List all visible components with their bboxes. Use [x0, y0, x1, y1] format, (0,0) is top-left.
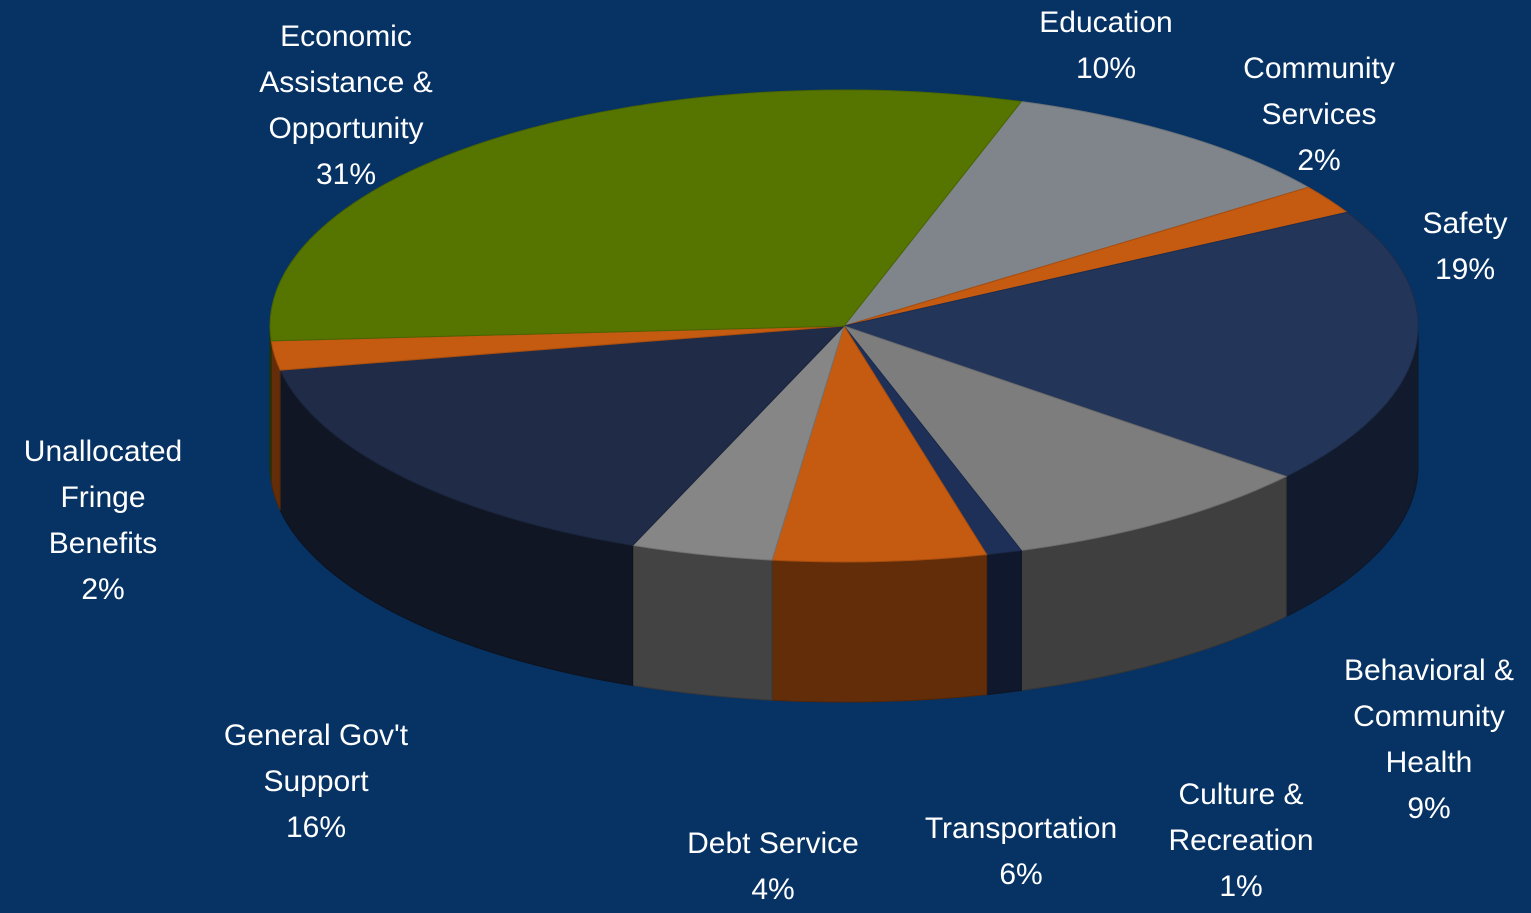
label-culture-recreation: Culture & Recreation 1%	[1168, 778, 1314, 903]
slice-general-gov-t-support	[279, 325, 846, 546]
slice-transportation	[771, 324, 988, 563]
pie-depth-layer	[269, 325, 1419, 703]
slice-behavioral-community-health	[842, 324, 1288, 551]
label-transportation: Transportation 6%	[924, 812, 1118, 891]
label-debt-service: Debt Service 4%	[687, 827, 859, 906]
slice-education	[842, 101, 1310, 327]
slice-side-transportation	[771, 554, 988, 703]
label-unallocated-fringe-benefits: Unallocated Fringe Benefits 2%	[23, 435, 183, 606]
slice-safety	[842, 211, 1419, 477]
slice-side-debt-service	[632, 544, 773, 701]
label-general-govt-support: General Gov't Support 16%	[223, 719, 409, 844]
slice-side-culture-recreation	[986, 549, 1022, 696]
label-economic-assistance-opportunity: Economic Assistance & Opportunity 31%	[259, 20, 433, 191]
label-community-services: Community Services 2%	[1243, 52, 1395, 177]
label-behavioral-community-health: Behavioral & Community Health 9%	[1343, 654, 1515, 825]
label-education: Education 10%	[1039, 6, 1173, 85]
slice-side-economic-assistance-opportunity	[269, 325, 272, 481]
slice-economic-assistance-opportunity	[269, 89, 1023, 342]
pie-top-layer	[269, 89, 1419, 563]
label-safety: Safety 19%	[1422, 207, 1508, 286]
